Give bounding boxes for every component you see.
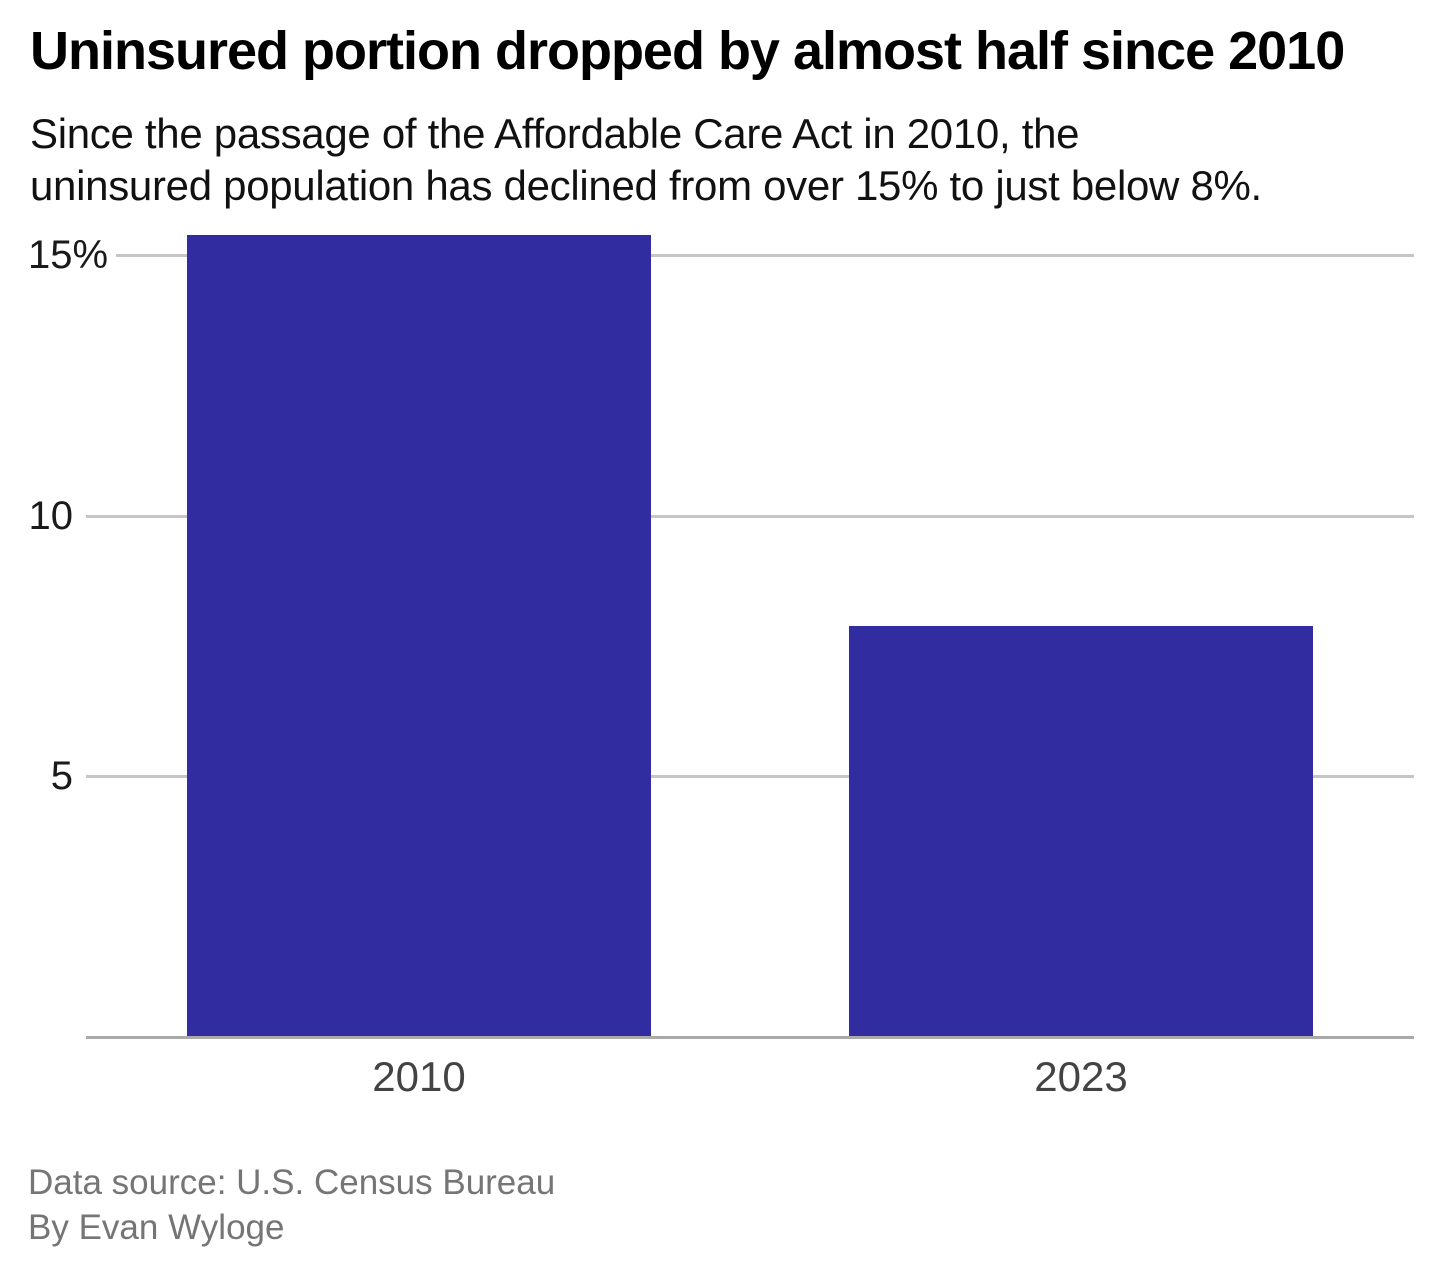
gridline-10 bbox=[86, 515, 1414, 518]
x-label-2023: 2023 bbox=[1034, 1053, 1128, 1100]
chart-title: Uninsured portion dropped by almost half… bbox=[30, 21, 1345, 81]
y-tick-label-5: 5 bbox=[50, 754, 73, 798]
x-axis-baseline bbox=[86, 1036, 1414, 1039]
chart-subtitle-line-2: uninsured population has declined from o… bbox=[30, 162, 1262, 209]
x-label-2010: 2010 bbox=[372, 1053, 466, 1100]
y-tick-label-15: 15% bbox=[28, 233, 117, 277]
chart-subtitle: Since the passage of the Affordable Care… bbox=[30, 108, 1430, 212]
gridline-15 bbox=[86, 254, 1414, 257]
byline: By Evan Wyloge bbox=[28, 1208, 285, 1247]
bar-2023 bbox=[849, 626, 1313, 1037]
gridline-5 bbox=[86, 775, 1414, 778]
y-tick-label-10: 10 bbox=[28, 494, 74, 538]
chart-footer: Data source: U.S. Census Bureau By Evan … bbox=[28, 1160, 555, 1250]
chart-subtitle-line-1: Since the passage of the Affordable Care… bbox=[30, 110, 1080, 157]
source-note: Data source: U.S. Census Bureau bbox=[28, 1163, 556, 1202]
bar-2010 bbox=[187, 235, 651, 1037]
